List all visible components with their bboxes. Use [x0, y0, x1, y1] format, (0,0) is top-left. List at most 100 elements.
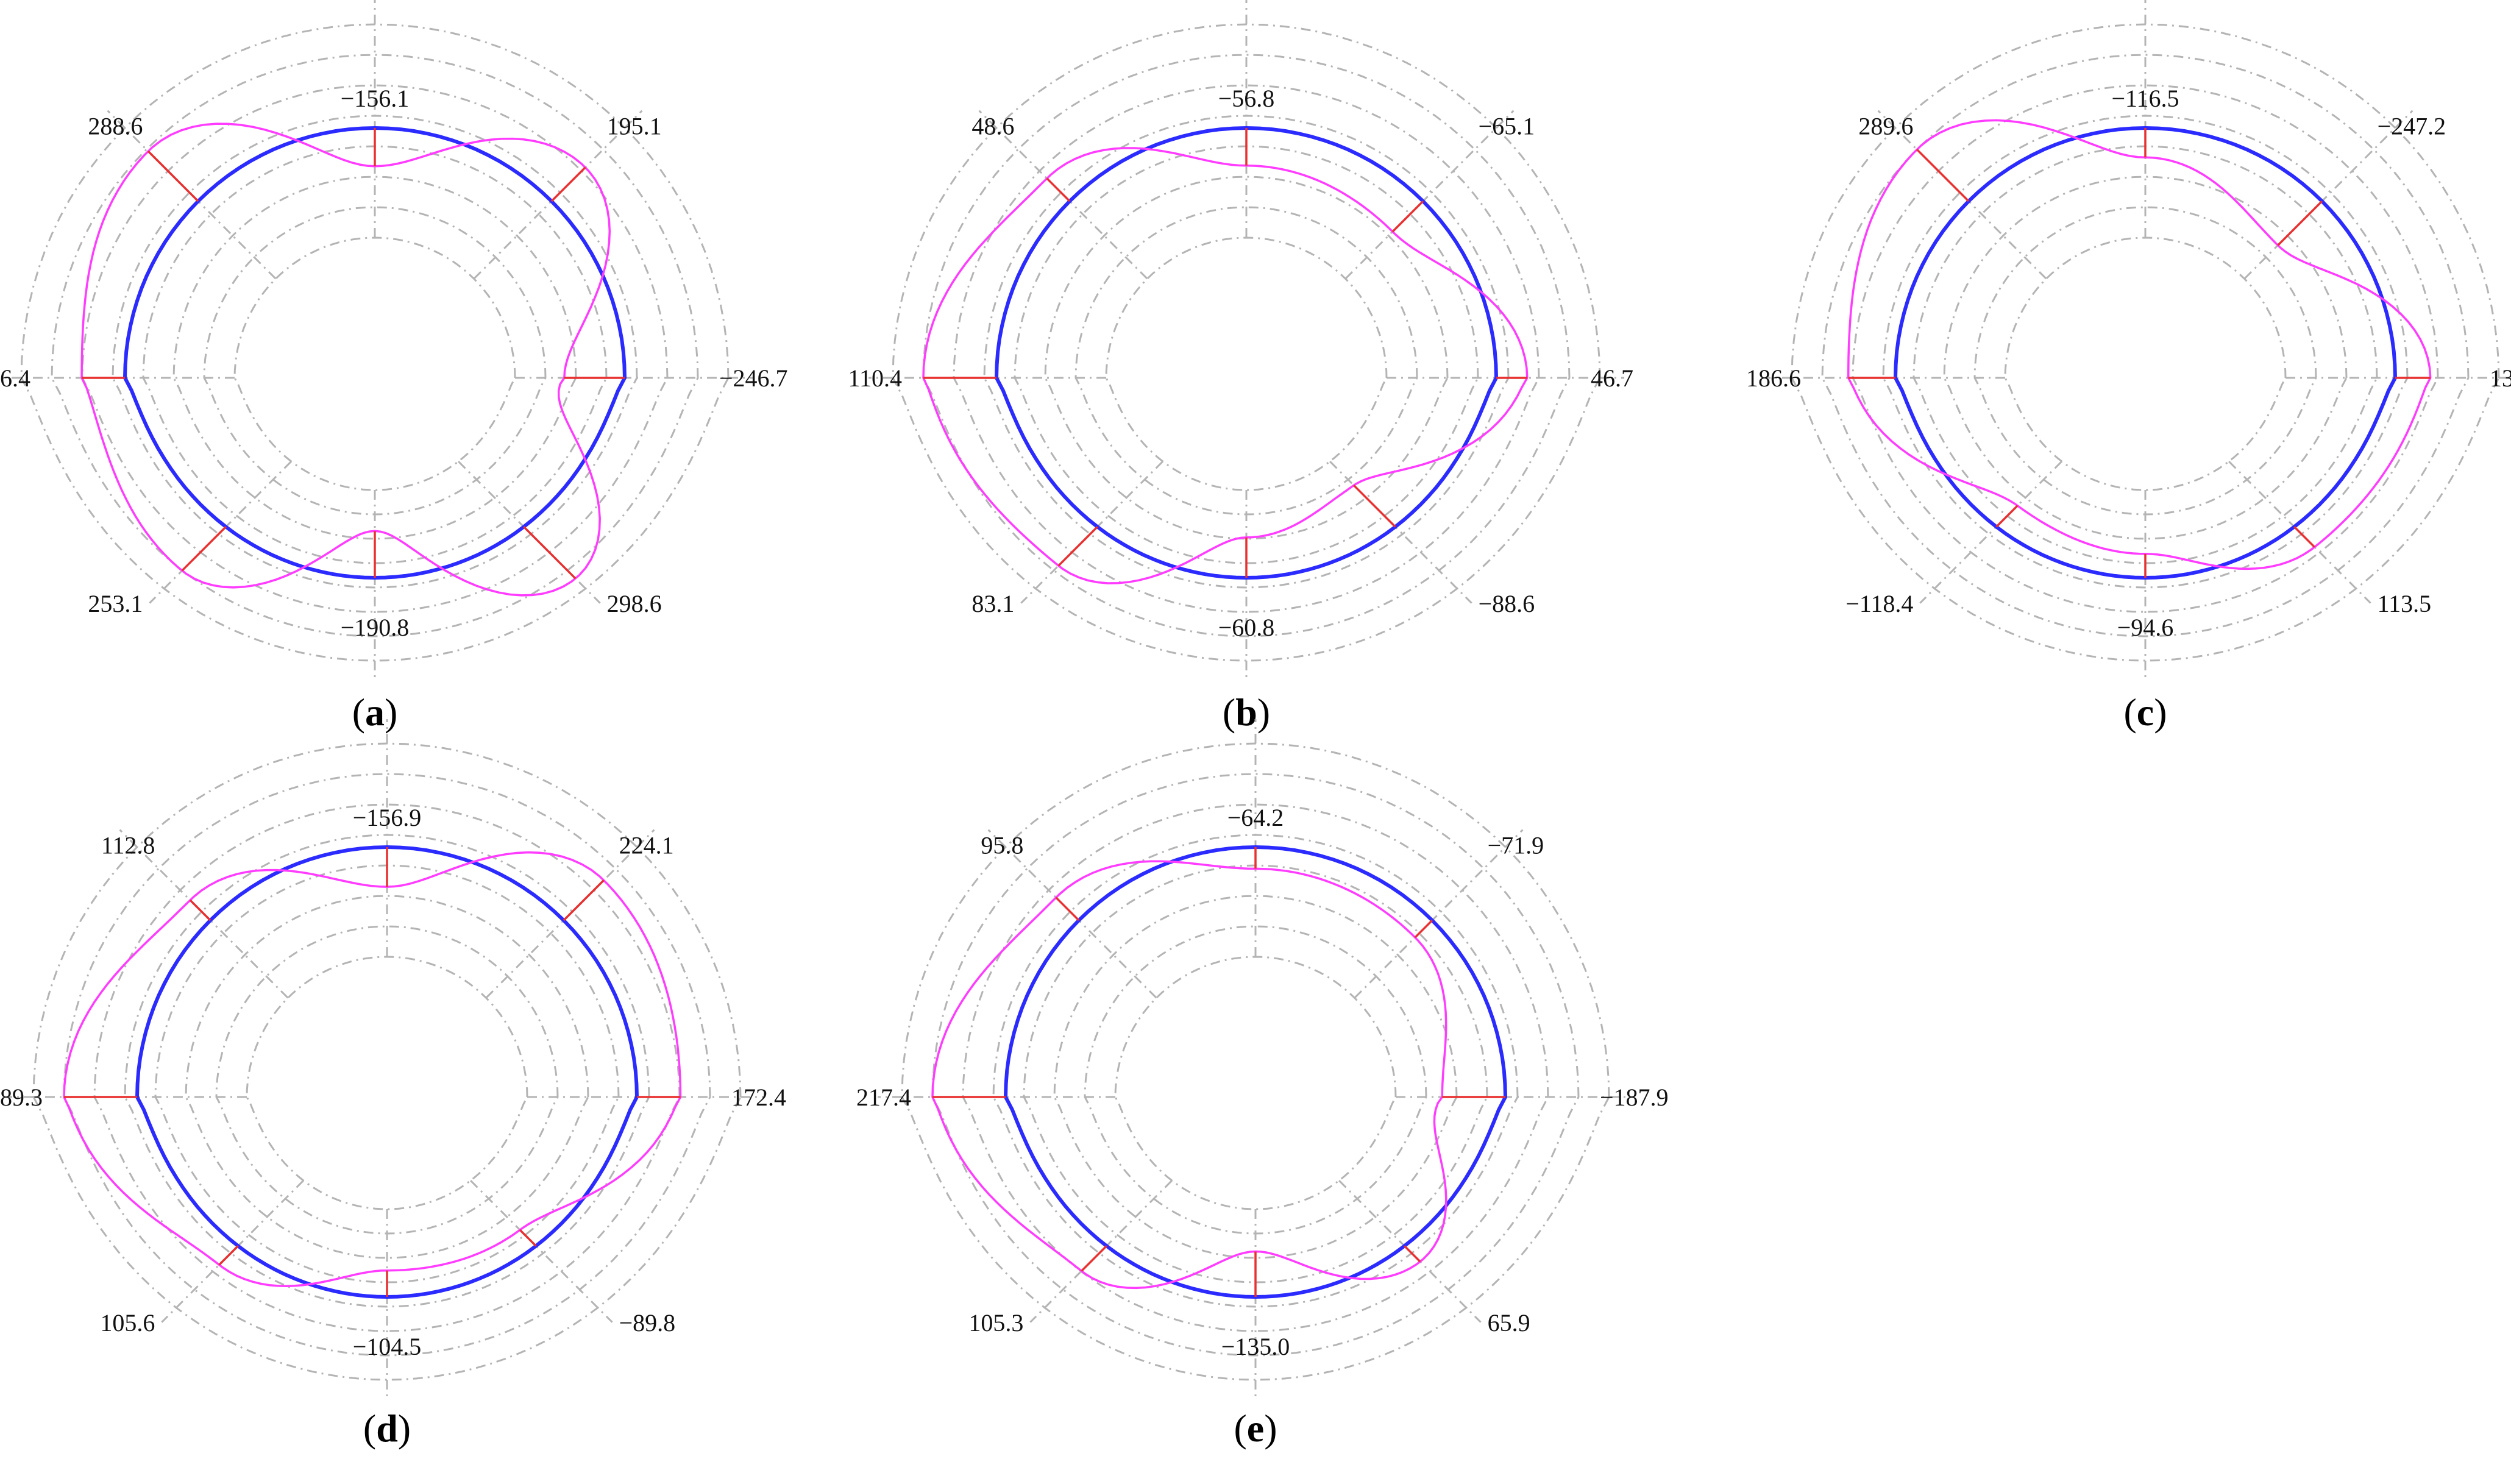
panel-caption-letter: d	[376, 1407, 398, 1450]
panel-caption-letter: a	[365, 691, 385, 734]
value-label-left-foot: −118.4	[1845, 590, 1913, 617]
value-marker-left-shoulder	[189, 899, 211, 921]
grid-radial	[2243, 110, 2413, 280]
force-distribution-curve	[1847, 119, 2432, 570]
value-label-left-foot: 105.6	[100, 1309, 155, 1337]
value-label-right-foot: −88.6	[1479, 590, 1535, 617]
grid-contour	[931, 773, 1580, 1357]
force-distribution-curve	[931, 860, 1447, 1290]
value-marker-left-shoulder	[1916, 148, 1970, 202]
value-marker-right-shoulder	[563, 879, 605, 921]
value-marker-right-shoulder	[1391, 200, 1424, 233]
value-label-left-shoulder: 95.8	[981, 832, 1023, 859]
value-marker-left-shoulder	[1055, 896, 1080, 921]
chart-panel-e: −64.2 −71.9 −187.9 65.9 −135.0 105.3 217.4 95.8…	[856, 719, 1669, 1450]
value-label-right-wall: 172.4	[731, 1084, 786, 1111]
value-marker-right-shoulder	[1414, 919, 1433, 939]
panel-caption-letter: c	[2137, 691, 2154, 734]
grid-radial	[1877, 110, 2047, 280]
grid-contour	[1114, 956, 1397, 1210]
grid-radial	[1354, 829, 1524, 999]
value-label-invert: −190.8	[341, 614, 410, 641]
value-label-invert: −104.5	[353, 1333, 422, 1360]
value-label-left-shoulder: 48.6	[971, 113, 1014, 140]
grid-contour	[51, 54, 699, 637]
value-marker-left-foot	[1057, 526, 1098, 567]
grid-radial	[485, 829, 655, 999]
lining-contour	[1893, 126, 2398, 580]
grid-radial	[1919, 461, 2062, 604]
value-label-crown: −64.2	[1227, 804, 1284, 831]
value-marker-left-foot	[181, 526, 227, 572]
value-marker-right-shoulder	[2277, 200, 2323, 246]
value-label-right-wall: −187.9	[1600, 1084, 1669, 1111]
force-distribution-curve	[80, 122, 611, 597]
value-label-right-shoulder: 195.1	[607, 113, 662, 140]
value-label-left-wall: 217.4	[856, 1084, 911, 1111]
value-label-right-wall: 139.2	[2490, 364, 2511, 392]
value-label-right-foot: 298.6	[607, 590, 662, 617]
value-label-right-shoulder: −247.2	[2378, 113, 2446, 140]
value-marker-right-foot	[519, 1229, 537, 1247]
value-label-crown: −116.5	[2111, 85, 2179, 112]
grid-contour	[1084, 925, 1427, 1235]
value-label-crown: −156.1	[341, 85, 410, 112]
value-label-right-shoulder: −71.9	[1488, 832, 1544, 859]
grid-contour	[63, 773, 711, 1357]
grid-contour	[215, 925, 559, 1235]
value-label-crown: −156.9	[353, 804, 422, 831]
value-marker-right-foot	[2293, 526, 2315, 548]
grid-contour	[2004, 236, 2287, 491]
value-label-invert: −135.0	[1221, 1333, 1290, 1360]
grid-contour	[233, 236, 516, 491]
grid-radial	[1344, 110, 1515, 280]
value-label-invert: −60.8	[1218, 614, 1275, 641]
grid-contour	[203, 206, 547, 516]
value-label-left-foot: 253.1	[88, 590, 143, 617]
lining-contour	[135, 845, 639, 1299]
grid-contour	[1074, 206, 1418, 516]
chart-panel-b: −56.8 −65.1 46.7 −88.6 −60.8 83.1 110.4 48.6 (b)	[848, 0, 1633, 734]
grid-radial	[978, 110, 1148, 280]
grid-radial	[1329, 461, 1472, 604]
value-marker-right-foot	[523, 526, 577, 580]
panel-caption-letter: b	[1235, 691, 1257, 734]
value-label-left-wall: 186.6	[1746, 364, 1801, 392]
value-label-invert: −94.6	[2117, 614, 2174, 641]
value-label-left-shoulder: 112.8	[101, 832, 155, 859]
value-marker-left-foot	[1081, 1245, 1107, 1272]
value-label-right-foot: 65.9	[1488, 1309, 1530, 1337]
value-label-right-foot: 113.5	[2378, 590, 2432, 617]
value-label-right-wall: −246.7	[719, 364, 788, 392]
grid-contour	[1973, 206, 2317, 516]
grid-radial	[987, 829, 1157, 999]
value-marker-left-foot	[218, 1245, 239, 1266]
lining-contour	[1003, 845, 1508, 1299]
value-label-crown: −56.8	[1218, 85, 1275, 112]
grid-radial	[470, 1180, 613, 1323]
panel-caption: (e)	[1234, 1407, 1277, 1450]
panel-caption-letter: e	[1247, 1407, 1264, 1450]
grid-contour	[1105, 236, 1388, 491]
value-marker-right-shoulder	[550, 166, 586, 202]
grid-contour	[246, 956, 528, 1210]
grid-radial	[119, 829, 289, 999]
value-label-left-wall: 289.3	[0, 1084, 43, 1111]
value-label-right-shoulder: −65.1	[1479, 113, 1535, 140]
chart-panel-c: −116.5 −247.2 139.2 113.5 −94.6 −118.4 186.6 28…	[1746, 0, 2511, 734]
value-label-left-foot: 105.3	[968, 1309, 1023, 1337]
lining-contour	[994, 126, 1499, 580]
grid-contour	[922, 54, 1571, 637]
panel-caption: (d)	[363, 1407, 411, 1450]
value-label-left-foot: 83.1	[971, 590, 1014, 617]
chart-panel-a: −156.1 195.1 −246.7 298.6 −190.8 253.1 176.4 28…	[0, 0, 788, 734]
lining-contour	[123, 126, 627, 580]
value-label-left-shoulder: 288.6	[88, 113, 143, 140]
value-label-right-shoulder: 224.1	[619, 832, 674, 859]
value-marker-left-shoulder	[1046, 177, 1071, 202]
value-label-right-foot: −89.8	[619, 1309, 676, 1337]
value-label-left-wall: 110.4	[848, 364, 902, 392]
value-label-left-shoulder: 289.6	[1858, 113, 1913, 140]
panel-caption: (a)	[352, 691, 398, 734]
